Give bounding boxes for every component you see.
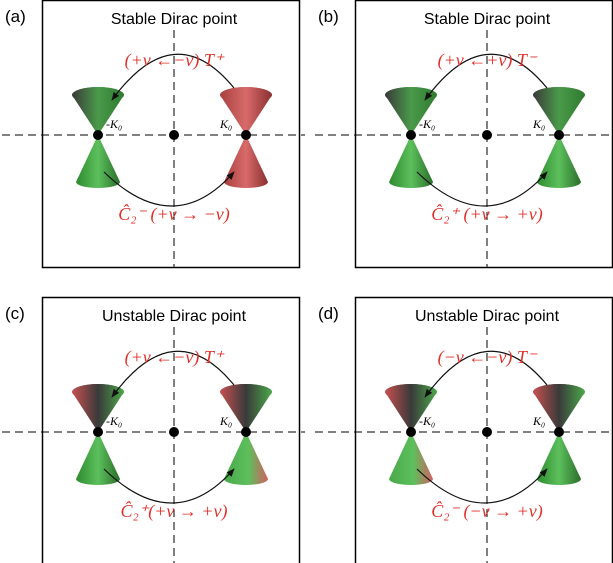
bottom-annotation: Ĉ₂⁺(+ν → +ν) xyxy=(120,500,227,522)
panel: Unstable Dirac point (−ν ←−ν) T⁻ Ĉ₂⁻ (−ν →… xyxy=(315,298,613,563)
dirac-point xyxy=(406,130,416,140)
k-label: K₀ xyxy=(532,117,545,131)
dirac-point xyxy=(93,427,103,437)
dirac-point xyxy=(554,130,564,140)
center-point xyxy=(169,427,179,437)
k-label: -K₀ xyxy=(419,414,435,428)
bottom-annotation: Ĉ₂⁻ (+ν → −ν) xyxy=(118,203,230,225)
dirac-point xyxy=(93,130,103,140)
arrow-bottom xyxy=(417,469,547,503)
center-point xyxy=(482,427,492,437)
panel: Unstable Dirac point (+ν ←−ν) T⁺ Ĉ₂⁺(+ν → … xyxy=(2,298,305,563)
cone-top xyxy=(220,384,272,400)
cone-lower xyxy=(537,135,581,188)
top-annotation: (−ν ←−ν) T⁻ xyxy=(438,347,538,368)
center-point xyxy=(169,130,179,140)
panel-label: (c) xyxy=(5,304,25,323)
k-label: K₀ xyxy=(532,414,545,428)
panel-title: Stable Dirac point xyxy=(424,11,551,28)
top-annotation: (+ν ←+ν) T⁻ xyxy=(438,50,538,71)
cone-top xyxy=(533,87,585,103)
cone-lower xyxy=(224,135,268,188)
dirac-point xyxy=(406,427,416,437)
panel-title: Unstable Dirac point xyxy=(102,308,247,325)
top-annotation: (+ν ←−ν) T⁺ xyxy=(125,347,225,368)
k-label: K₀ xyxy=(219,414,232,428)
top-annotation: (+ν ←−ν) T⁺ xyxy=(125,50,225,71)
cone-top xyxy=(220,87,272,103)
panel-label: (a) xyxy=(5,7,26,26)
dirac-point xyxy=(554,427,564,437)
cone-lower xyxy=(537,432,581,485)
panel: Stable Dirac point (+ν ←−ν) T⁺ Ĉ₂⁻ (+ν → −… xyxy=(2,1,305,269)
cone-top xyxy=(533,384,585,400)
arrow-bottom xyxy=(104,469,234,503)
center-point xyxy=(482,130,492,140)
dirac-point xyxy=(241,130,251,140)
panel-label: (b) xyxy=(318,7,339,26)
arrow-bottom xyxy=(104,172,234,206)
k-label: K₀ xyxy=(219,117,232,131)
bottom-annotation: Ĉ₂⁻ (−ν → +ν) xyxy=(431,500,543,522)
k-label: -K₀ xyxy=(106,414,122,428)
panel: Stable Dirac point (+ν ←+ν) T⁻ Ĉ₂⁺ (+ν → +… xyxy=(315,1,613,269)
cone-lower xyxy=(224,432,268,485)
panel-title: Stable Dirac point xyxy=(111,11,238,28)
bottom-annotation: Ĉ₂⁺ (+ν → +ν) xyxy=(431,203,543,225)
panel-label: (d) xyxy=(318,304,339,323)
panel-title: Unstable Dirac point xyxy=(415,308,560,325)
dirac-point xyxy=(241,427,251,437)
k-label: -K₀ xyxy=(106,117,122,131)
figure: (a) Stable Dirac point (+ν ←−ν) T⁺ Ĉ₂⁻ (+ν … xyxy=(0,0,613,563)
k-label: -K₀ xyxy=(419,117,435,131)
arrow-bottom xyxy=(417,172,547,206)
